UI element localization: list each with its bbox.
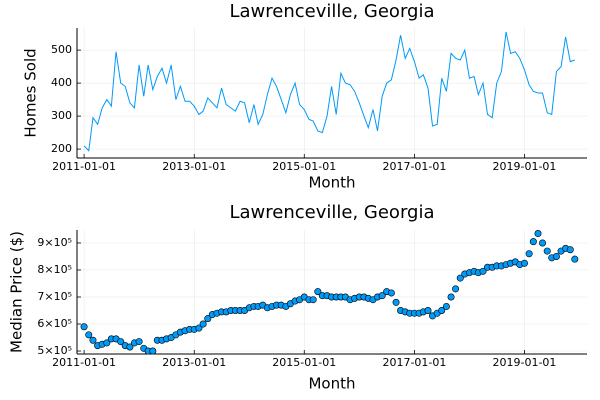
data-point bbox=[442, 302, 450, 310]
x-tick-label: 2017-01-01 bbox=[382, 160, 446, 173]
data-point bbox=[534, 230, 542, 238]
data-point bbox=[195, 324, 203, 332]
y-tick-label: 7×10⁵ bbox=[37, 290, 72, 303]
y-tick-label: 500 bbox=[51, 43, 72, 56]
data-point bbox=[80, 323, 88, 331]
x-tick-label: 2019-01-01 bbox=[492, 356, 556, 369]
x-tick-label: 2015-01-01 bbox=[272, 160, 336, 173]
x-tick-label: 2017-01-01 bbox=[382, 356, 446, 369]
y-tick-label: 8×10⁵ bbox=[37, 263, 72, 276]
x-tick-label: 2011-01-01 bbox=[52, 356, 116, 369]
data-point bbox=[199, 320, 207, 328]
x-tick-label: 2015-01-01 bbox=[272, 356, 336, 369]
data-point bbox=[126, 343, 134, 351]
data-point bbox=[89, 336, 97, 344]
y-axis-label: Median Price ($) bbox=[8, 231, 26, 353]
chart-title: Lawrenceville, Georgia bbox=[230, 1, 435, 22]
x-tick-label: 2011-01-01 bbox=[52, 160, 116, 173]
data-point bbox=[566, 246, 574, 254]
data-point bbox=[387, 289, 395, 297]
x-tick-label: 2013-01-01 bbox=[162, 160, 226, 173]
data-point bbox=[204, 315, 212, 323]
data-point bbox=[314, 288, 322, 296]
y-tick-label: 400 bbox=[51, 76, 72, 89]
data-point bbox=[309, 296, 317, 304]
chart-title: Lawrenceville, Georgia bbox=[230, 202, 435, 223]
data-point bbox=[424, 307, 432, 315]
data-point bbox=[525, 250, 533, 258]
data-point bbox=[103, 339, 111, 347]
data-line bbox=[83, 31, 575, 152]
data-point bbox=[571, 255, 579, 263]
data-point bbox=[85, 331, 93, 339]
y-axis-label: Homes Sold bbox=[22, 48, 40, 137]
data-point bbox=[539, 239, 547, 247]
y-tick-label: 300 bbox=[51, 109, 72, 122]
x-axis-label: Month bbox=[308, 375, 355, 393]
data-point bbox=[117, 338, 125, 346]
data-point bbox=[452, 285, 460, 293]
data-point bbox=[456, 274, 464, 282]
y-tick-label: 6×10⁵ bbox=[37, 317, 72, 330]
data-point bbox=[149, 347, 157, 355]
x-tick-label: 2013-01-01 bbox=[162, 356, 226, 369]
y-tick-label: 9×10⁵ bbox=[37, 236, 72, 249]
data-point bbox=[392, 298, 400, 306]
data-point bbox=[447, 293, 455, 301]
y-tick-label: 5×10⁵ bbox=[37, 344, 72, 357]
data-point bbox=[479, 267, 487, 275]
x-tick-label: 2019-01-01 bbox=[492, 160, 556, 173]
data-point bbox=[543, 247, 551, 255]
data-point bbox=[529, 238, 537, 246]
data-point bbox=[520, 259, 528, 267]
x-axis-label: Month bbox=[308, 174, 355, 192]
data-point bbox=[552, 252, 560, 260]
y-tick-label: 200 bbox=[51, 142, 72, 155]
data-point bbox=[378, 292, 386, 300]
data-point bbox=[438, 307, 446, 315]
data-point bbox=[135, 338, 143, 346]
